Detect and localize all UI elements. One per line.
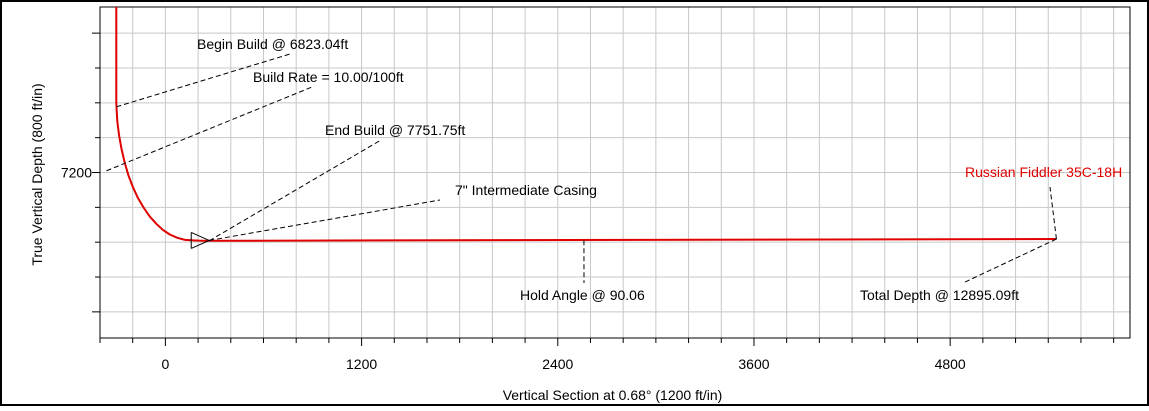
annotation-label: 7" Intermediate Casing bbox=[455, 182, 597, 198]
y-tick-label: 7200 bbox=[61, 165, 92, 181]
x-tick-label: 4800 bbox=[935, 356, 966, 372]
annotation-label: Build Rate = 10.00/100ft bbox=[253, 69, 404, 85]
annotation-label: Russian Fiddler 35C-18H bbox=[965, 164, 1122, 180]
y-axis-label: True Vertical Depth (800 ft/in) bbox=[29, 83, 45, 265]
x-tick-label: 3600 bbox=[738, 356, 769, 372]
x-axis-label: Vertical Section at 0.68° (1200 ft/in) bbox=[503, 387, 723, 403]
x-tick-label: 1200 bbox=[346, 356, 377, 372]
annotation-label: End Build @ 7751.75ft bbox=[325, 122, 465, 138]
x-tick-label: 2400 bbox=[542, 356, 573, 372]
annotation-label: Begin Build @ 6823.04ft bbox=[197, 36, 348, 52]
annotation-label: Hold Angle @ 90.06 bbox=[520, 287, 645, 303]
x-tick-label: 0 bbox=[161, 356, 169, 372]
annotation-label: Total Depth @ 12895.09ft bbox=[860, 287, 1019, 303]
